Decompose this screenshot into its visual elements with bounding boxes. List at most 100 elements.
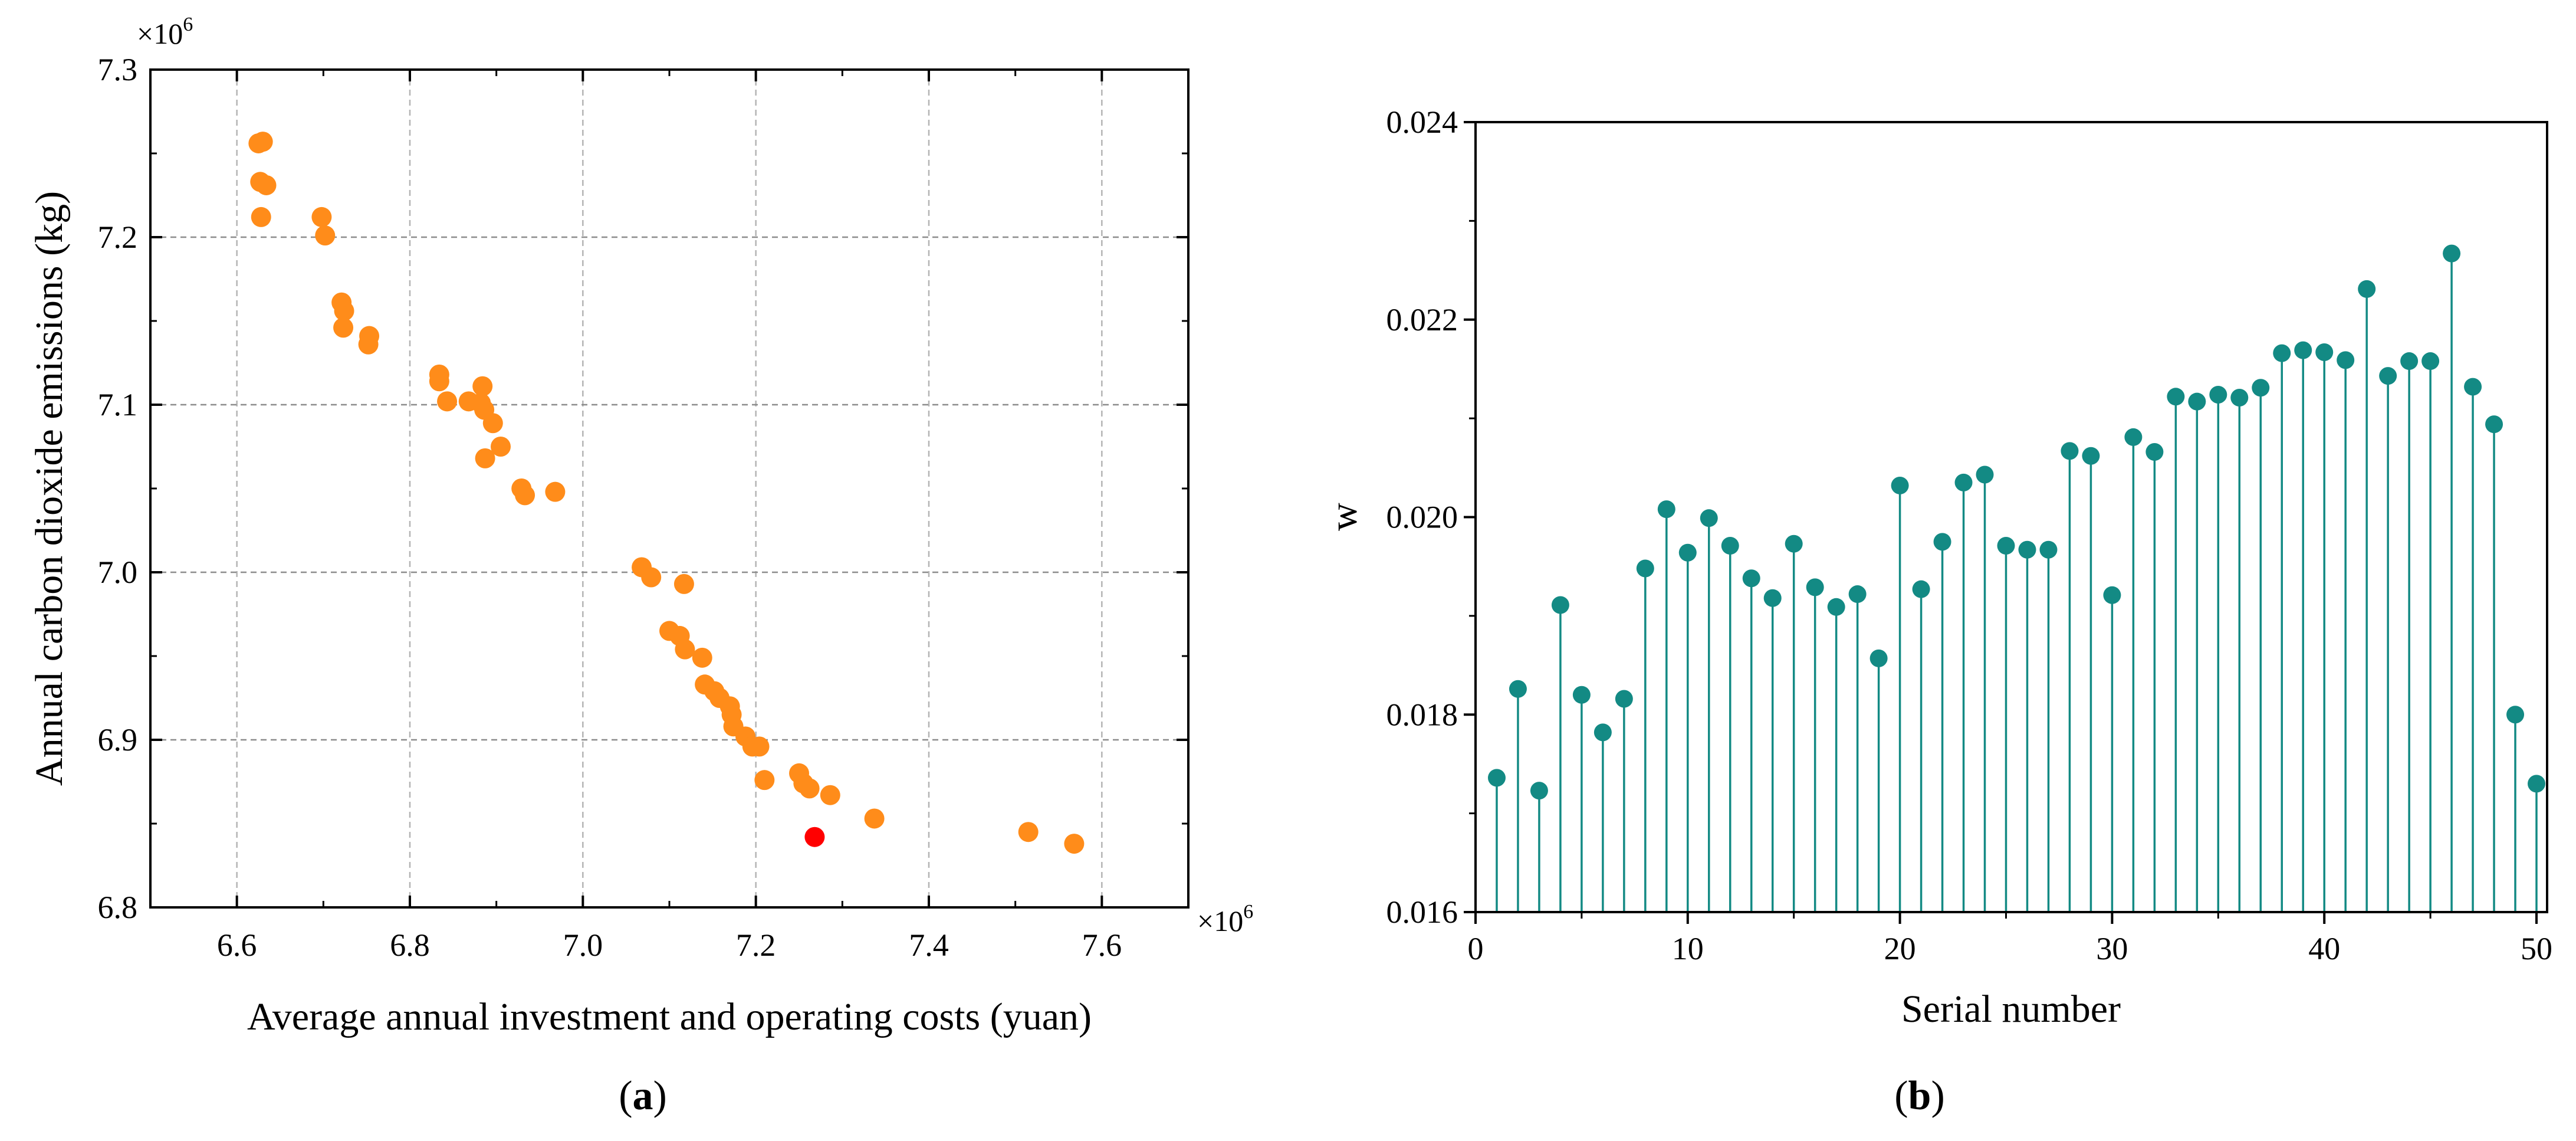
panel-b-x-tick-label: 40 xyxy=(2308,931,2340,966)
panel-b-x-tick-label: 20 xyxy=(1884,931,1916,966)
panel-b-stem-marker xyxy=(1593,723,1612,742)
panel-b-x-axis-label: Serial number xyxy=(1901,988,2121,1031)
panel-a-y-tick-label: 7.2 xyxy=(98,219,138,255)
panel-a-x-tick-label: 7.4 xyxy=(909,927,949,963)
panel-b-stem-marker xyxy=(2528,775,2546,793)
panel-b-stem-marker xyxy=(2443,244,2461,263)
panel-b-x-tick-label: 50 xyxy=(2521,931,2552,966)
panel-a-x-tick-label: 7.0 xyxy=(563,927,603,963)
panel-a-data-point xyxy=(799,778,820,799)
panel-a-x-tick-label: 6.6 xyxy=(217,927,257,963)
panel-a-x-tick-label: 7.2 xyxy=(736,927,776,963)
panel-b-stem-marker xyxy=(2018,540,2036,559)
panel-b-stem-marker xyxy=(2337,351,2355,369)
panel-a-data-point xyxy=(641,567,662,588)
panel-b-stem-marker xyxy=(2294,341,2312,359)
panel-a-data-point xyxy=(1018,822,1039,842)
panel-a-data-point xyxy=(334,300,354,321)
panel-b-stem-marker xyxy=(1678,543,1697,562)
panel-b-stem-marker xyxy=(2039,540,2058,559)
panel-a-highlight-point xyxy=(804,827,825,847)
panel-b-stem-marker xyxy=(1530,782,1548,800)
panel-a-data-point xyxy=(472,376,493,396)
panel-a-plot-frame xyxy=(149,68,1190,909)
panel-b-stem-marker xyxy=(1997,537,2015,555)
panel-b-stem-marker xyxy=(2188,392,2206,411)
panel-b-x-tick-label: 30 xyxy=(2096,931,2128,966)
panel-a-data-point xyxy=(864,808,885,829)
panel-b-stems xyxy=(1487,244,2546,912)
panel-a-data-point xyxy=(429,371,449,392)
panel-b-stem-marker xyxy=(2464,378,2482,396)
panel-b-stem-marker xyxy=(2315,343,2334,361)
panel-b-y-tick-label: 0.016 xyxy=(1386,894,1458,930)
panel-b-stem-marker xyxy=(1509,680,1527,698)
panel-a-data-point xyxy=(482,413,503,434)
panel-b-stem-marker xyxy=(1933,533,1951,551)
panel-b-stem-marker xyxy=(2167,388,2185,406)
panel-b-stem-marker xyxy=(2209,385,2227,404)
panel-b-stem-marker xyxy=(1869,649,1888,667)
panel-a-data-point xyxy=(1064,834,1085,854)
panel-b-y-axis-label: w xyxy=(1322,503,1365,531)
panel-a-caption: (a) xyxy=(619,1073,667,1119)
panel-b-stem-marker xyxy=(2358,280,2376,298)
panel-a-y-tick-label: 7.1 xyxy=(98,387,138,422)
panel-b-stem-marker xyxy=(1657,500,1675,519)
panel-a-x-tick-label: 6.8 xyxy=(390,927,430,963)
panel-b-stem-marker xyxy=(1976,465,1994,484)
panel-a-y-tick-label: 7.3 xyxy=(98,52,138,87)
panel-b: 0 10 20 30 40 50 0.016 0.018 0.020 0.022 0.024 Ser… xyxy=(1322,104,2552,1119)
panel-a-data-point xyxy=(675,639,695,660)
panel-b-stem-marker xyxy=(1848,585,1867,604)
panel-b-stem-marker xyxy=(2082,447,2100,465)
panel-b-stem-marker xyxy=(1551,596,1569,614)
panel-b-stem-marker xyxy=(1912,580,1930,598)
panel-b-y-tick-label: 0.022 xyxy=(1386,302,1458,337)
panel-b-stem-marker xyxy=(2145,443,2164,461)
panel-b-stem-marker xyxy=(2252,379,2270,397)
panel-a-grid xyxy=(150,70,1188,907)
panel-b-stem-marker xyxy=(1827,598,1845,616)
panel-b-stem-marker xyxy=(1700,509,1718,527)
panel-b-x-tick-label: 10 xyxy=(1672,931,1704,966)
panel-a-data-point xyxy=(358,334,379,355)
panel-a-data-point xyxy=(311,206,332,227)
panel-a-x-axis-label: Average annual investment and operating … xyxy=(247,995,1092,1038)
panel-a-data-point xyxy=(754,770,775,791)
panel-b-stem-marker xyxy=(1572,686,1591,704)
panel-a-data-point xyxy=(673,573,694,594)
panel-b-stem-marker xyxy=(1954,473,1973,491)
panel-a-y-tick-label: 6.9 xyxy=(98,722,138,758)
panel-b-stem-marker xyxy=(1891,476,1909,494)
panel-a-data-point xyxy=(333,317,354,338)
panel-b-stem-marker xyxy=(2400,352,2419,371)
panel-a-data-point xyxy=(252,132,273,152)
panel-b-stem-marker xyxy=(1742,569,1760,588)
panel-a-data-point xyxy=(251,206,271,227)
panel-b-stem-marker xyxy=(2273,344,2291,362)
panel-b-stem-marker xyxy=(2506,706,2525,724)
panel-b-stem-marker xyxy=(1615,690,1633,708)
panel-b-stem-marker xyxy=(2379,367,2397,385)
panel-b-y-tick-label: 0.018 xyxy=(1386,697,1458,732)
panel-a-tick-labels: 6.6 6.8 7.0 7.2 7.4 7.6 6.8 6.9 7.0 7.1 7.2 7.3 xyxy=(98,52,1122,963)
panel-b-stem-marker xyxy=(1806,578,1824,596)
panel-b-stem-marker xyxy=(2103,586,2121,604)
panel-a-y-tick-label: 6.8 xyxy=(98,890,138,925)
panel-a-data-point xyxy=(545,481,566,502)
panel-b-stem-marker xyxy=(1636,559,1654,578)
panel-b-y-tick-label: 0.024 xyxy=(1386,104,1458,140)
panel-b-plot-frame xyxy=(1474,121,2548,913)
panel-b-stem-marker xyxy=(1785,535,1803,553)
panel-b-x-tick-label: 0 xyxy=(1468,931,1484,966)
panel-b-stem-marker xyxy=(1763,589,1782,607)
panel-b-stem-marker xyxy=(2124,428,2143,446)
panel-b-stem-marker xyxy=(2061,442,2079,460)
panel-b-tick-labels: 0 10 20 30 40 50 0.016 0.018 0.020 0.022 0.024 xyxy=(1386,104,2553,966)
panel-a: 6.6 6.8 7.0 7.2 7.4 7.6 6.8 6.9 7.0 7.1 7.2 7.3 ×10… xyxy=(28,14,1253,1119)
panel-b-stem-marker xyxy=(1487,769,1506,787)
panel-b-stem-marker xyxy=(1721,537,1739,555)
panel-a-data-point xyxy=(437,391,458,412)
panel-b-caption: (b) xyxy=(1894,1073,1945,1119)
